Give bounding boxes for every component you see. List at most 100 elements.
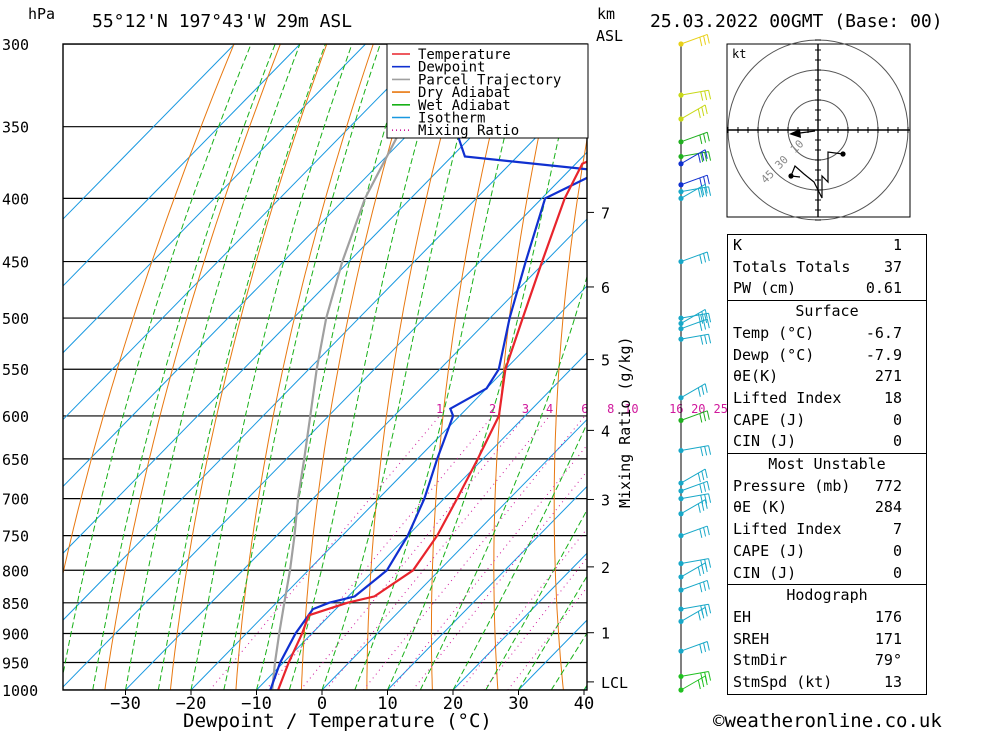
- wind-barb-feather: [697, 188, 701, 198]
- wind-barb-feather: [708, 151, 712, 161]
- most-unstable-label: Lifted Index: [733, 520, 842, 539]
- wind-barb-feather: [699, 254, 703, 264]
- wind-barb-feather: [706, 580, 710, 590]
- surface-label: Lifted Index: [733, 388, 842, 407]
- wind-barb-shaft: [680, 671, 709, 677]
- wet-adiabat-line: [419, 274, 587, 690]
- surface-label: CIN (J): [733, 432, 797, 451]
- isotherm-line: [63, 44, 432, 421]
- wet-adiabat-line: [288, 44, 446, 690]
- wind-barb-shaft: [680, 480, 708, 492]
- wind-barb-feather: [697, 387, 701, 397]
- wind-barb-feather: [704, 446, 708, 456]
- wind-barb-feather: [703, 642, 707, 652]
- height-tick-label: LCL: [601, 674, 628, 692]
- height-tick-label: 4: [601, 422, 610, 440]
- isotherm-line: [256, 352, 587, 690]
- plot-frame: [62, 43, 588, 691]
- hodograph-stat-label: SREH: [733, 629, 770, 648]
- most-unstable-title: Most Unstable: [728, 453, 926, 476]
- wet-adiabat-line: [518, 575, 587, 690]
- mixing-ratio-line: [325, 415, 550, 690]
- pressure-tick-label: 550: [2, 361, 29, 379]
- pressure-tick-label: 750: [2, 528, 29, 546]
- wind-barb-shaft: [680, 499, 706, 515]
- mixing-ratio-line: [300, 415, 526, 690]
- pressure-tick-label: 800: [2, 562, 29, 580]
- isotherm-line: [63, 151, 587, 688]
- wind-barb-feather: [701, 677, 705, 688]
- temperature-tick-label: 30: [508, 694, 528, 714]
- wind-barb-feather: [703, 527, 707, 537]
- pressure-tick-label: 650: [2, 451, 29, 469]
- dry-adiabat-line: [366, 44, 467, 690]
- mixing-ratio-line: [265, 415, 493, 690]
- isotherm-line: [190, 285, 587, 690]
- wind-barb-feather: [706, 132, 710, 142]
- surface-label: CAPE (J): [733, 410, 806, 429]
- wind-barb-feather: [703, 35, 707, 45]
- wind-barb-shaft: [680, 641, 708, 652]
- k-index-value: 1: [892, 236, 902, 254]
- isotherm-line: [387, 485, 587, 690]
- surface-label: θE(K): [733, 367, 779, 386]
- wind-barb-feather: [697, 679, 701, 690]
- wind-barb-feather: [697, 472, 701, 483]
- wind-barb-shaft: [680, 333, 709, 340]
- copyright-footer: ©weatheronline.co.uk: [713, 710, 942, 732]
- wind-barb-feather: [701, 564, 705, 575]
- hodograph-stat-value: 176: [874, 607, 902, 626]
- pressure-tick-label: 600: [2, 408, 29, 426]
- wind-barb-feather: [708, 186, 712, 196]
- mixing-ratio-label: 25: [714, 402, 728, 416]
- dry-adiabat-line: [553, 136, 587, 690]
- wind-barb-feather: [704, 104, 708, 115]
- pw-label: PW (cm): [733, 279, 797, 298]
- height-tick-label: 6: [601, 279, 610, 297]
- totals-totals-value: 37: [883, 257, 902, 276]
- pressure-tick-label: 1000: [2, 682, 38, 700]
- hodograph-unit: kt: [732, 47, 746, 61]
- wet-adiabat-line: [157, 44, 326, 690]
- wind-barb-feather: [704, 152, 708, 162]
- most-unstable-value: 284: [874, 498, 902, 517]
- height-tick-label: 2: [601, 559, 610, 577]
- surface-row: Temp (°C) -6.7: [728, 323, 926, 345]
- temperature-tick-label: −30: [110, 694, 141, 714]
- pressure-tick-label: 950: [2, 654, 29, 672]
- height-tick-label: 5: [601, 352, 610, 370]
- wind-barb-feather: [703, 133, 707, 143]
- wind-barb-shaft: [680, 149, 706, 165]
- wind-barb-shaft: [680, 445, 709, 452]
- hodograph-stat-value: 79°: [874, 651, 902, 670]
- wind-barb-feather: [697, 503, 701, 513]
- wind-barb-shaft: [680, 131, 708, 143]
- wind-barb-feather: [701, 470, 705, 481]
- isotherm-line: [63, 44, 366, 354]
- datetime-title: 25.03.2022 00GMT (Base: 00): [650, 11, 943, 32]
- parcel-trajectory-line: [271, 44, 446, 690]
- hodograph-stat-label: StmSpd (kt): [733, 673, 833, 692]
- wind-barb-feather: [708, 445, 712, 455]
- x-axis-label: Dewpoint / Temperature (°C): [183, 710, 492, 732]
- wind-barb-feather: [706, 481, 710, 491]
- hodograph-stat-row: SREH 171: [728, 629, 926, 651]
- wind-barb-feather: [700, 314, 704, 324]
- wind-barb-shaft: [680, 525, 708, 537]
- wind-barb-shaft: [680, 151, 709, 158]
- most-unstable-row: θE (K) 284: [728, 497, 926, 519]
- wet-adiabat-line: [63, 44, 252, 677]
- wind-barb-feather: [700, 335, 704, 345]
- surface-label: Dewp (°C): [733, 345, 815, 364]
- dewpoint-line: [269, 117, 587, 690]
- wind-barb-shaft: [680, 33, 708, 45]
- mixing-ratio-line: [507, 586, 587, 690]
- wind-barb-feather: [701, 501, 705, 511]
- temperature-tick-label: −20: [176, 694, 207, 714]
- most-unstable-row: CAPE (J) 0: [728, 541, 926, 563]
- wet-adiabat-line: [485, 508, 587, 690]
- dry-adiabat-line: [929, 44, 1000, 690]
- wind-barb-feather: [704, 90, 708, 101]
- wind-barb-feather: [699, 413, 703, 423]
